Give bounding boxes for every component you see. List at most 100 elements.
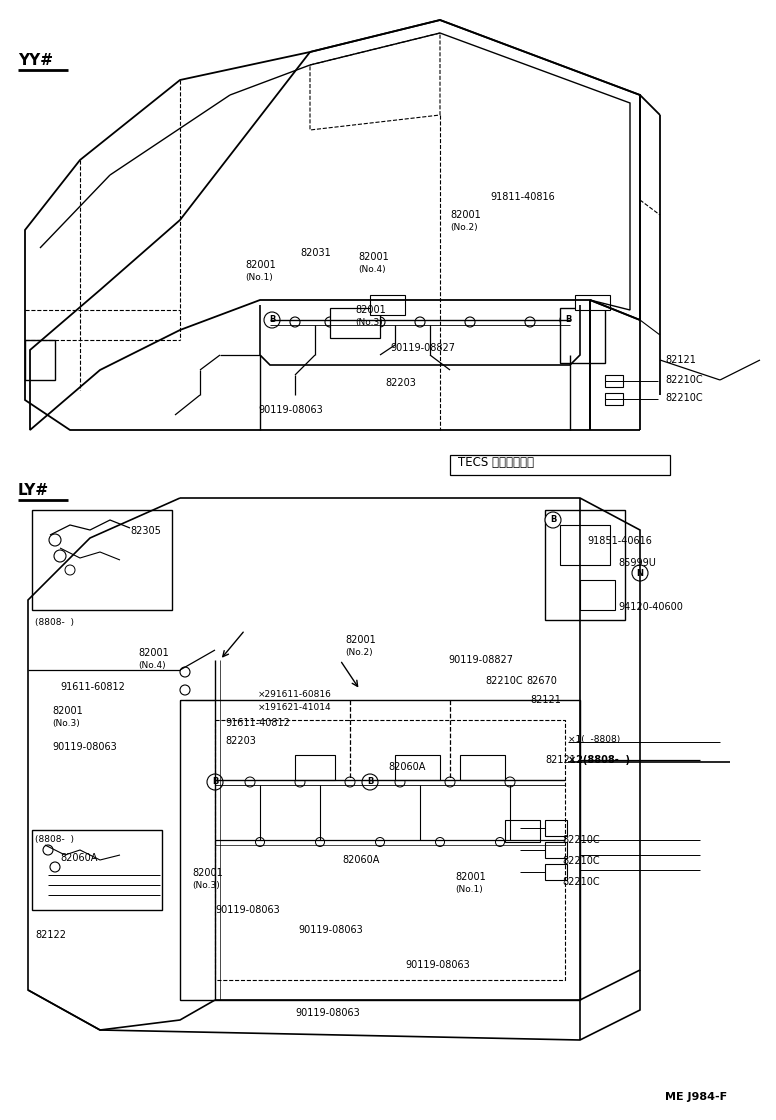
Text: 82001: 82001	[450, 211, 481, 220]
Bar	[330, 308, 380, 338]
Text: 82001: 82001	[345, 635, 376, 645]
Bar	[545, 820, 567, 836]
Text: (No.2): (No.2)	[345, 648, 372, 657]
Text: ×1(  -8808): ×1( -8808)	[568, 735, 620, 744]
Text: 85999U: 85999U	[618, 558, 656, 568]
Text: 90119-08827: 90119-08827	[390, 343, 455, 353]
Text: (No.3): (No.3)	[355, 318, 383, 327]
Text: 82031: 82031	[300, 248, 331, 258]
Text: 82001: 82001	[455, 872, 486, 883]
Text: 82210C: 82210C	[665, 393, 702, 403]
Circle shape	[445, 777, 455, 787]
Circle shape	[545, 512, 561, 528]
Circle shape	[316, 838, 324, 847]
Bar	[32, 510, 172, 610]
Circle shape	[496, 838, 504, 847]
Circle shape	[49, 534, 61, 547]
Text: 82210C: 82210C	[665, 375, 702, 385]
Bar	[505, 820, 540, 842]
Circle shape	[395, 777, 405, 787]
Text: LY#: LY#	[18, 483, 49, 498]
Bar	[370, 295, 405, 315]
Circle shape	[375, 317, 385, 327]
Text: 90119-08063: 90119-08063	[295, 1008, 360, 1018]
Circle shape	[415, 317, 425, 327]
Text: 82060A: 82060A	[60, 853, 97, 864]
Text: (No.4): (No.4)	[358, 265, 386, 274]
Circle shape	[560, 312, 576, 328]
Bar	[450, 455, 670, 475]
Text: 90119-08827: 90119-08827	[448, 655, 513, 665]
Text: (No.3): (No.3)	[52, 719, 80, 728]
Text: 82210C: 82210C	[562, 877, 600, 887]
Circle shape	[54, 550, 66, 562]
Circle shape	[290, 317, 300, 327]
Circle shape	[43, 844, 53, 855]
Text: 82122: 82122	[35, 930, 66, 940]
Bar	[560, 308, 605, 363]
Text: 82001: 82001	[192, 868, 223, 878]
Text: 90119-08063: 90119-08063	[52, 743, 116, 752]
Text: 82001: 82001	[358, 252, 389, 262]
Bar	[32, 830, 162, 909]
Text: 91811-40816: 91811-40816	[490, 192, 555, 202]
Text: 82210C: 82210C	[562, 836, 600, 844]
Text: B: B	[565, 316, 571, 325]
Text: 82305: 82305	[130, 526, 161, 536]
Text: YY#: YY#	[18, 53, 53, 68]
Circle shape	[264, 312, 280, 328]
Text: 82670: 82670	[526, 676, 557, 685]
Bar	[460, 755, 505, 780]
Text: 94120-40600: 94120-40600	[618, 603, 683, 612]
Bar	[295, 755, 335, 780]
Text: B: B	[550, 515, 556, 524]
Text: 90119-08063: 90119-08063	[298, 925, 362, 935]
Circle shape	[180, 668, 190, 676]
Text: 91611-60812: 91611-60812	[60, 682, 125, 692]
Text: (8808-  ): (8808- )	[35, 618, 74, 627]
Bar	[580, 580, 615, 610]
Text: ×2(8808-  ): ×2(8808- )	[568, 755, 630, 765]
Bar	[545, 864, 567, 880]
Text: 82121: 82121	[530, 696, 561, 704]
Bar	[395, 755, 440, 780]
Circle shape	[207, 774, 223, 790]
Circle shape	[295, 777, 305, 787]
Bar	[560, 525, 610, 564]
Text: B: B	[268, 316, 275, 325]
Bar	[575, 295, 610, 310]
Text: 82203: 82203	[385, 379, 416, 388]
Text: 82210C: 82210C	[485, 676, 522, 685]
Text: (8808-  ): (8808- )	[35, 836, 74, 844]
Text: 90119-08063: 90119-08063	[215, 905, 280, 915]
Circle shape	[525, 317, 535, 327]
Text: (No.1): (No.1)	[245, 273, 272, 282]
Text: 91851-40616: 91851-40616	[587, 536, 652, 547]
Circle shape	[50, 862, 60, 872]
Text: 82001: 82001	[138, 648, 168, 659]
Circle shape	[632, 564, 648, 581]
Circle shape	[376, 838, 384, 847]
Text: N: N	[636, 569, 643, 578]
Text: 82210C: 82210C	[562, 856, 600, 866]
Text: 82001: 82001	[355, 305, 386, 315]
Text: ×191621-41014: ×191621-41014	[258, 703, 331, 712]
Circle shape	[180, 685, 190, 696]
Text: ×291611-60816: ×291611-60816	[258, 690, 332, 699]
Bar	[25, 340, 55, 380]
Circle shape	[505, 777, 515, 787]
Text: B: B	[212, 777, 218, 786]
Text: 82060A: 82060A	[342, 855, 379, 865]
Bar	[605, 375, 623, 388]
Circle shape	[325, 317, 335, 327]
Text: 82121: 82121	[665, 355, 696, 365]
Text: 91611-40812: 91611-40812	[225, 718, 290, 728]
Circle shape	[465, 317, 475, 327]
Text: B: B	[367, 777, 373, 786]
Text: 82060A: 82060A	[388, 762, 425, 772]
Circle shape	[255, 838, 265, 847]
Bar	[605, 393, 623, 405]
Circle shape	[65, 564, 75, 575]
Text: (No.3): (No.3)	[192, 881, 220, 890]
Text: 82001: 82001	[245, 260, 275, 270]
